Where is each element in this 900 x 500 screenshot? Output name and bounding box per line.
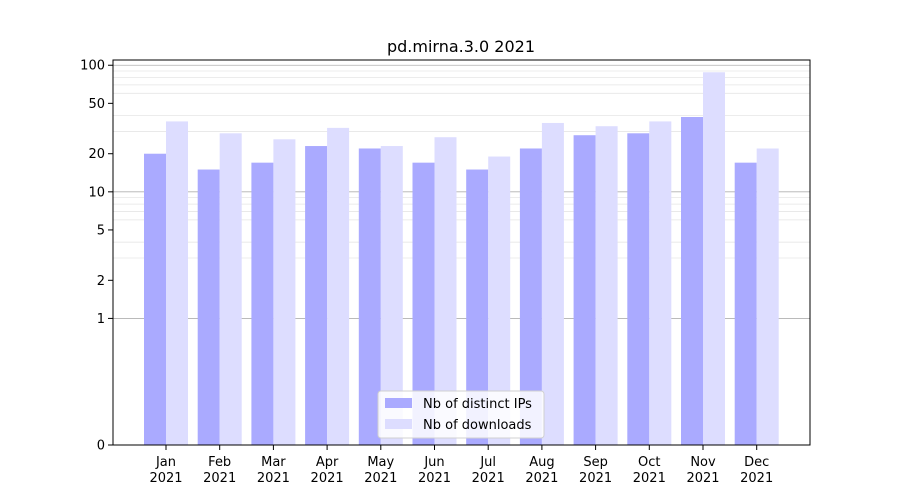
- legend-swatch: [385, 419, 412, 429]
- bar-distinct-ips: [305, 146, 328, 445]
- bar-downloads: [595, 126, 618, 446]
- bar-downloads: [649, 121, 672, 445]
- bar-distinct-ips: [466, 169, 489, 445]
- bar-distinct-ips: [412, 162, 435, 445]
- x-tick-label-month: Mar: [261, 455, 286, 470]
- legend-label: Nb of downloads: [423, 418, 532, 433]
- x-tick-label-year: 2021: [257, 471, 290, 486]
- bar-distinct-ips: [734, 162, 757, 445]
- bar-distinct-ips: [144, 153, 166, 446]
- bar-downloads: [380, 146, 403, 445]
- y-tick-label: 100: [80, 59, 105, 74]
- x-tick-label-month: Apr: [316, 455, 339, 470]
- bar-distinct-ips: [197, 169, 220, 445]
- x-tick-label-year: 2021: [364, 471, 397, 486]
- x-tick-label-year: 2021: [633, 471, 666, 486]
- x-tick-label-month: Jul: [479, 455, 496, 470]
- legend-swatch: [385, 398, 412, 408]
- legend: Nb of distinct IPs Nb of downloads: [377, 390, 545, 439]
- x-tick-label-year: 2021: [579, 471, 612, 486]
- y-tick-label: 2: [97, 274, 105, 289]
- bar-distinct-ips: [627, 133, 650, 445]
- x-tick-label-month: Dec: [744, 455, 769, 470]
- bar-distinct-ips: [681, 117, 703, 446]
- bar-distinct-ips: [251, 162, 274, 445]
- chart-title: pd.mirna.3.0 2021: [387, 37, 535, 56]
- x-tick-label-year: 2021: [149, 471, 182, 486]
- x-tick-label-year: 2021: [203, 471, 236, 486]
- y-tick-label: 20: [88, 147, 105, 162]
- x-tick-label-month: Jan: [155, 455, 176, 470]
- x-tick-label-month: Oct: [638, 455, 660, 470]
- x-axis: Jan2021Feb2021Mar2021Apr2021May2021Jun20…: [149, 445, 773, 486]
- y-tick-label: 5: [97, 223, 105, 238]
- bar-downloads: [434, 137, 457, 446]
- bar-distinct-ips: [519, 148, 542, 445]
- bar-downloads: [756, 148, 779, 445]
- x-tick-label-month: Jun: [423, 455, 444, 470]
- legend-label: Nb of distinct IPs: [423, 397, 532, 412]
- x-tick-label-year: 2021: [418, 471, 451, 486]
- y-axis: 0 1 2 5 10 20 50 100: [80, 59, 113, 454]
- y-tick-label: 1: [97, 312, 105, 327]
- y-tick-label: 50: [88, 97, 105, 112]
- x-tick-label-year: 2021: [686, 471, 719, 486]
- plot-frame: [112, 59, 811, 446]
- bar-downloads: [541, 122, 564, 445]
- bar-downloads: [219, 133, 242, 445]
- bar-downloads: [273, 139, 296, 445]
- x-tick-label-month: Feb: [208, 455, 231, 470]
- y-tick-label: 0: [97, 439, 105, 454]
- bar-distinct-ips: [573, 135, 596, 445]
- x-tick-label-year: 2021: [472, 471, 505, 486]
- bar-downloads: [327, 127, 350, 445]
- x-tick-label-month: Nov: [690, 455, 716, 470]
- bar-downloads: [703, 72, 725, 446]
- bar-downloads: [488, 156, 511, 446]
- x-tick-label-year: 2021: [740, 471, 773, 486]
- bar-distinct-ips: [358, 148, 381, 445]
- x-tick-label-year: 2021: [311, 471, 344, 486]
- x-tick-label-year: 2021: [525, 471, 558, 486]
- x-tick-label-month: Sep: [583, 455, 608, 470]
- bar-downloads: [166, 121, 188, 445]
- bars: [144, 72, 779, 446]
- y-tick-label: 10: [88, 185, 105, 200]
- x-tick-label-month: May: [367, 455, 394, 470]
- x-tick-label-month: Aug: [529, 455, 554, 470]
- legend-box: [377, 390, 545, 439]
